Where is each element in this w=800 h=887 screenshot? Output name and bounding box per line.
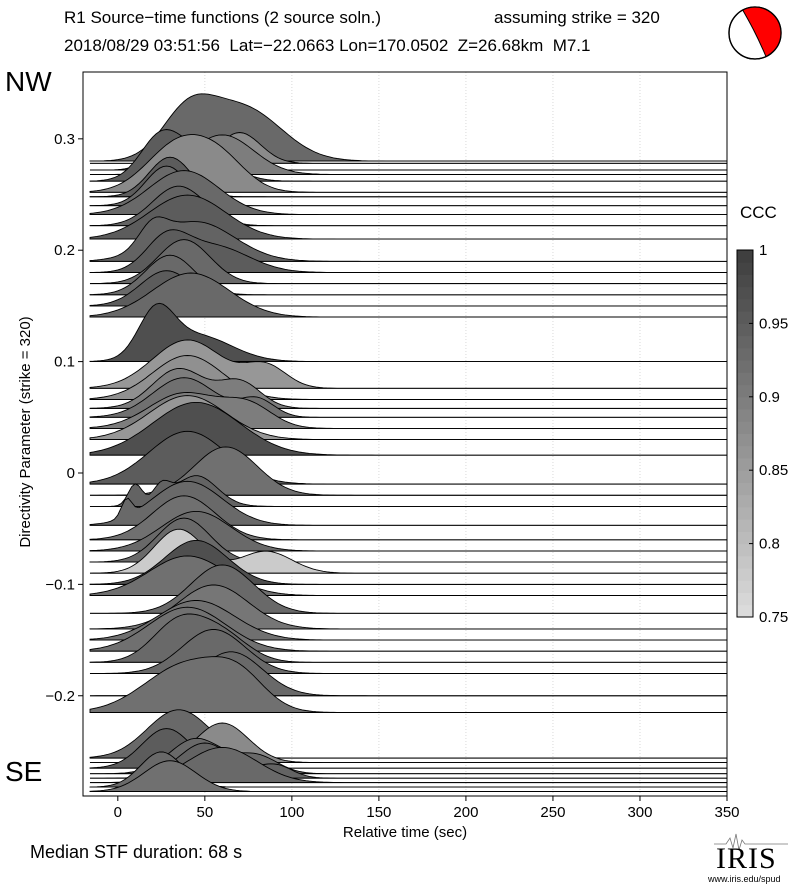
y-axis-label: Directivity Parameter (strike = 320) bbox=[17, 316, 34, 547]
colorbar-frame bbox=[736, 249, 754, 618]
colorbar-swatch bbox=[737, 384, 753, 398]
iris-url: www.iris.edu/spud bbox=[708, 874, 781, 884]
colorbar-swatch bbox=[737, 494, 753, 508]
colorbar-swatch bbox=[737, 335, 753, 349]
colorbar-swatch bbox=[737, 433, 753, 447]
colorbar-swatch bbox=[737, 298, 753, 312]
x-axis-label: Relative time (sec) bbox=[343, 824, 467, 841]
colorbar-swatch bbox=[737, 250, 753, 263]
stf-trace bbox=[89, 760, 727, 792]
nw-label: NW bbox=[5, 66, 52, 97]
x-tick-label: 200 bbox=[453, 804, 478, 821]
colorbar-tick-label: 0.85 bbox=[759, 462, 788, 479]
colorbar-swatch bbox=[737, 531, 753, 545]
colorbar-swatch bbox=[737, 262, 753, 275]
colorbar-swatch bbox=[737, 396, 753, 410]
x-tick-label: 350 bbox=[714, 804, 739, 821]
strike-note: assuming strike = 320 bbox=[494, 8, 660, 27]
colorbar-swatch bbox=[737, 506, 753, 520]
x-tick-label: 100 bbox=[279, 804, 304, 821]
colorbar-swatch bbox=[737, 482, 753, 496]
focal-mechanism-beachball bbox=[728, 6, 782, 60]
iris-logo: IRIS www.iris.edu/spud bbox=[708, 832, 796, 886]
chart-title: R1 Source−time functions (2 source soln.… bbox=[64, 8, 382, 27]
colorbar-swatch bbox=[737, 470, 753, 483]
colorbar-swatch bbox=[737, 286, 753, 300]
colorbar-swatch bbox=[737, 568, 753, 581]
y-tick-label: 0 bbox=[67, 465, 75, 482]
stf-trace bbox=[89, 656, 727, 713]
colorbar-swatch bbox=[737, 360, 753, 373]
plot-frame bbox=[82, 71, 728, 797]
x-tick-label: 300 bbox=[627, 804, 652, 821]
colorbar-swatch bbox=[737, 311, 753, 324]
colorbar-swatch bbox=[737, 592, 753, 606]
axes: 0 50 100 150 200 250 300 350 0.3 0.2 0.1 0 −0.1 −0.2 bbox=[45, 131, 739, 821]
x-tick-label: 150 bbox=[366, 804, 391, 821]
y-tick-label: 0.3 bbox=[54, 131, 75, 148]
y-tick-label: 0.2 bbox=[54, 242, 75, 259]
y-tick-label: −0.1 bbox=[45, 576, 75, 593]
colorbar-swatch bbox=[737, 421, 753, 434]
colorbar-tick-label: 1 bbox=[759, 242, 767, 259]
colorbar-swatch bbox=[737, 519, 753, 532]
y-tick-label: 0.1 bbox=[54, 354, 75, 371]
colorbar-tick-label: 0.95 bbox=[759, 315, 788, 332]
colorbar-swatch bbox=[737, 347, 753, 361]
event-info: 2018/08/29 03:51:56 Lat=−22.0663 Lon=170… bbox=[64, 36, 591, 55]
traces bbox=[89, 93, 727, 792]
colorbar-swatch bbox=[737, 323, 753, 337]
se-label: SE bbox=[5, 756, 43, 787]
colorbar-tick-label: 0.75 bbox=[759, 609, 788, 626]
colorbar-swatch bbox=[737, 409, 753, 422]
colorbar-swatch bbox=[737, 555, 753, 569]
x-tick-label: 50 bbox=[196, 804, 213, 821]
stf-trace-fill bbox=[89, 656, 727, 713]
colorbar-swatch bbox=[737, 457, 753, 471]
x-tick-label: 0 bbox=[114, 804, 122, 821]
colorbar-title: CCC bbox=[740, 203, 777, 222]
colorbar-swatch bbox=[737, 445, 753, 459]
colorbar-swatch bbox=[737, 604, 753, 618]
y-tick-label: −0.2 bbox=[45, 688, 75, 705]
colorbar-swatch bbox=[737, 543, 753, 557]
colorbar: 1 0.95 0.9 0.85 0.8 0.75 bbox=[736, 242, 788, 626]
colorbar-tick-label: 0.8 bbox=[759, 536, 780, 553]
colorbar-swatch bbox=[737, 274, 753, 288]
stf-trace bbox=[89, 272, 727, 318]
iris-wordmark: IRIS bbox=[716, 842, 777, 875]
colorbar-tick-label: 0.9 bbox=[759, 389, 780, 406]
median-duration: Median STF duration: 68 s bbox=[30, 842, 243, 862]
colorbar-swatch bbox=[737, 580, 753, 594]
x-tick-label: 250 bbox=[540, 804, 565, 821]
colorbar-swatch bbox=[737, 372, 753, 386]
